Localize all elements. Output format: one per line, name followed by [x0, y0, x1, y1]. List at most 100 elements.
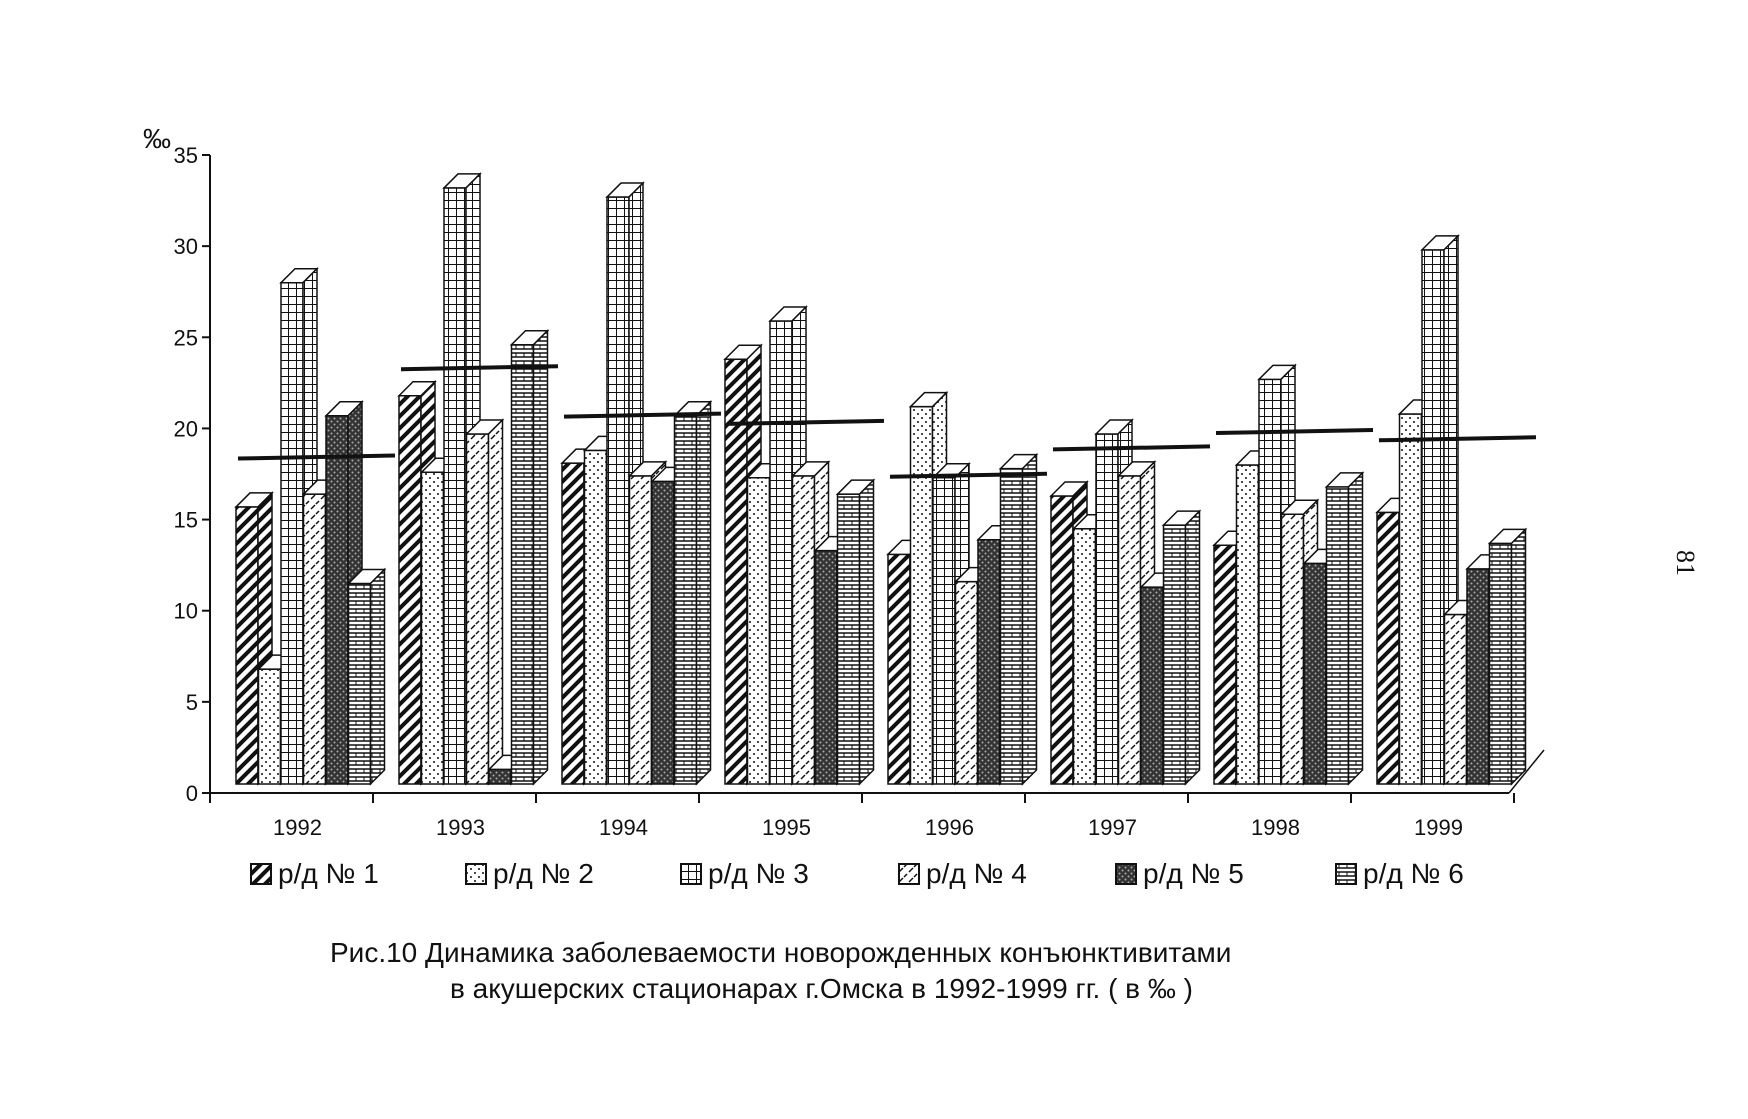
bar-1995-series-6: [835, 478, 876, 786]
average-line-1993: [400, 364, 559, 372]
bar-front: [1398, 413, 1423, 785]
bar-front: [954, 580, 979, 785]
legend-label: р/д № 4: [926, 858, 1027, 889]
bar-front: [606, 196, 630, 785]
bars: [234, 172, 1528, 786]
bar-side: [1510, 527, 1527, 786]
bar-front: [1488, 542, 1513, 785]
bar-side: [1021, 452, 1038, 786]
bar-front: [398, 394, 422, 785]
caption-line-2: в акушерских стационарах г.Омска в 1992-…: [450, 973, 1193, 1004]
bar-front: [673, 415, 698, 785]
x-tick-label: 1996: [925, 815, 974, 840]
bar-front: [1303, 562, 1327, 785]
bar-front: [1117, 475, 1142, 785]
bar-front: [1140, 586, 1164, 785]
bar-front: [909, 405, 934, 785]
bar-front: [1095, 433, 1119, 785]
figure-caption: Рис.10 Динамика заболеваемости новорожде…: [330, 935, 1231, 1007]
bar-side: [858, 478, 875, 786]
bar-front: [814, 549, 838, 785]
legend-swatch: [1335, 863, 1357, 885]
y-tick-label: 15: [174, 508, 198, 533]
average-lines: [237, 364, 1537, 479]
x-tick-label: 1995: [762, 815, 811, 840]
bar-front: [651, 480, 675, 785]
average-line-1994: [563, 411, 722, 419]
bar-1992-series-3: [279, 266, 319, 786]
legend-label: р/д № 5: [1143, 858, 1244, 889]
bar-1997-series-6: [1161, 509, 1202, 786]
bar-front: [443, 187, 467, 785]
bar-front: [1213, 544, 1237, 785]
x-tick-label: 1994: [599, 815, 648, 840]
bar-front: [932, 477, 956, 785]
legend-item-5: р/д № 5: [1115, 858, 1244, 890]
bar-front: [999, 467, 1024, 785]
bar-front: [1421, 249, 1445, 785]
x-tick-label: 1993: [436, 815, 485, 840]
x-tick-label: 1999: [1414, 815, 1463, 840]
bar-front: [325, 415, 349, 785]
bar-side: [1184, 509, 1201, 786]
y-tick-label: 10: [174, 599, 198, 624]
bar-front: [628, 475, 653, 785]
bar-front: [1162, 524, 1187, 785]
bar-side: [1347, 471, 1364, 786]
legend-label: р/д № 2: [493, 858, 594, 889]
average-line-1995: [726, 418, 885, 426]
bar-1998-series-6: [1324, 471, 1365, 786]
bar-front: [510, 343, 535, 785]
bar-1992-series-6: [346, 567, 387, 786]
y-tick-label: 35: [174, 143, 198, 168]
bar-1996-series-6: [998, 452, 1039, 786]
bar-front: [1280, 513, 1305, 785]
average-line-1997: [1052, 444, 1211, 452]
legend-label: р/д № 6: [1363, 858, 1464, 889]
bar-front: [280, 281, 304, 785]
bar-front: [583, 449, 608, 785]
bar-side: [487, 418, 504, 786]
legend-label: р/д № 3: [708, 858, 809, 889]
bar-front: [1258, 378, 1282, 785]
legend-label: р/д № 1: [278, 858, 379, 889]
y-axis-unit-label: ‰: [143, 123, 171, 154]
x-tick-label: 1992: [273, 815, 322, 840]
legend-item-4: р/д № 4: [898, 858, 1027, 890]
legend-item-6: р/д № 6: [1335, 858, 1464, 890]
average-line-1992: [237, 453, 396, 461]
x-tick-label: 1998: [1251, 815, 1300, 840]
average-line-1999: [1378, 435, 1537, 443]
bar-front: [1443, 613, 1468, 785]
bar-1999-series-6: [1487, 527, 1528, 786]
legend-swatch: [680, 863, 702, 885]
y-tick-label: 20: [174, 416, 198, 441]
bar-front: [1376, 511, 1400, 785]
bar-front: [887, 553, 911, 785]
bar-front: [1325, 486, 1350, 785]
x-tick-label: 1997: [1088, 815, 1137, 840]
axis-labels: 0 5 10 15 20 25 30 35‰ 1992 1993 1994 1995 1996 1997 1…: [143, 123, 1463, 840]
y-tick-label: 0: [186, 781, 198, 806]
average-line-1996: [889, 471, 1048, 479]
legend-item-1: р/д № 1: [250, 858, 379, 890]
bar-front: [465, 433, 490, 785]
bar-front: [420, 471, 445, 785]
legend-swatch: [1115, 863, 1137, 885]
bar-side: [695, 399, 712, 786]
page-number: 81: [1671, 550, 1700, 576]
bar-front: [235, 506, 259, 785]
floor-edge-line: [1508, 749, 1545, 794]
bar-front: [1050, 495, 1074, 785]
bar-front: [347, 582, 372, 785]
y-tick-label: 25: [174, 325, 198, 350]
bar-front: [769, 320, 793, 785]
bar-front: [257, 668, 282, 785]
bar-front: [977, 538, 1001, 785]
bar-1993-series-4: [464, 418, 505, 786]
caption-line-1: Рис.10 Динамика заболеваемости новорожде…: [330, 937, 1232, 968]
bar-front: [791, 475, 816, 785]
legend-item-3: р/д № 3: [680, 858, 809, 890]
bar-front: [488, 768, 512, 785]
